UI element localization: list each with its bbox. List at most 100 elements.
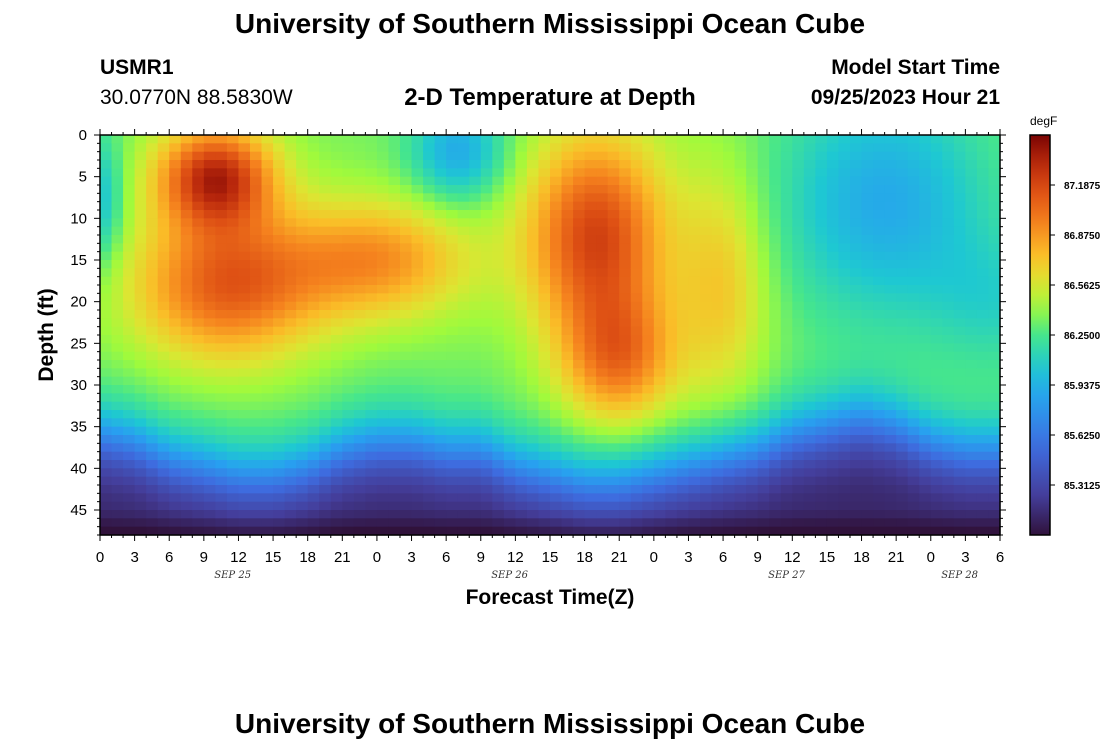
heatmap-cell (838, 176, 851, 186)
heatmap-cell (215, 335, 228, 344)
heatmap-cell (792, 226, 805, 236)
heatmap-cell (769, 426, 782, 436)
heatmap-cell (942, 293, 955, 303)
heatmap-cell (826, 435, 840, 444)
heatmap-cell (803, 285, 816, 294)
heatmap-cell (665, 460, 678, 469)
heatmap-cell (100, 210, 113, 219)
heatmap-cell (930, 335, 943, 344)
heatmap-cell (457, 476, 470, 486)
heatmap-cell (480, 518, 493, 528)
heatmap-cell (457, 193, 470, 203)
heatmap-cell (642, 210, 655, 219)
heatmap-cell (307, 251, 320, 261)
heatmap-cell (896, 226, 909, 236)
heatmap-cell (792, 435, 805, 444)
heatmap-cell (965, 510, 978, 519)
heatmap-cell (192, 518, 205, 528)
heatmap-cell (203, 401, 216, 411)
heatmap-cell (376, 351, 390, 361)
heatmap-cell (319, 193, 332, 203)
heatmap-cell (284, 476, 297, 486)
heatmap-cell (746, 185, 759, 194)
heatmap-cell (953, 410, 966, 419)
heatmap-cell (907, 243, 920, 253)
heatmap-cell (619, 360, 632, 369)
heatmap-cell (469, 251, 482, 261)
colorbar-tick-label: 87.18750 (1064, 181, 1100, 192)
heatmap-cell (803, 226, 816, 236)
heatmap-cell (642, 310, 655, 319)
heatmap-cell (919, 393, 932, 403)
heatmap-cell (953, 160, 966, 169)
heatmap-cell (596, 151, 609, 161)
heatmap-cell (573, 285, 586, 294)
heatmap-cell (550, 518, 563, 528)
heatmap-cell (757, 518, 770, 528)
heatmap-cell (411, 243, 424, 253)
heatmap-cell (780, 376, 793, 386)
heatmap-cell (884, 343, 897, 353)
heatmap-cell (123, 318, 136, 328)
heatmap-cell (342, 301, 355, 311)
heatmap-cell (111, 226, 124, 236)
heatmap-cell (492, 293, 505, 303)
heatmap-cell (100, 460, 113, 469)
heatmap-cell (134, 301, 147, 311)
heatmap-cell (515, 460, 528, 469)
heatmap-cell (850, 218, 863, 228)
heatmap-cell (942, 135, 955, 144)
heatmap-cell (919, 285, 932, 294)
heatmap-cell (330, 135, 343, 144)
x-tick-label: 9 (477, 549, 485, 566)
heatmap-cell (584, 293, 597, 303)
heatmap-cell (284, 276, 297, 286)
heatmap-cell (700, 485, 713, 494)
heatmap-cell (630, 276, 643, 286)
heatmap-cell (965, 176, 978, 186)
heatmap-cell (388, 135, 401, 144)
heatmap-cell (434, 418, 447, 428)
heatmap-cell (203, 285, 216, 294)
heatmap-cell (400, 476, 413, 486)
heatmap-cell (469, 493, 482, 503)
heatmap-cell (630, 251, 643, 261)
heatmap-cell (169, 143, 182, 153)
heatmap-cell (746, 393, 759, 403)
heatmap-cell (792, 143, 805, 153)
heatmap-cell (123, 376, 136, 386)
heatmap-cell (342, 393, 355, 403)
heatmap-cell (100, 276, 113, 286)
heatmap-cell (284, 193, 297, 203)
heatmap-cell (503, 160, 516, 169)
heatmap-cell (711, 176, 724, 186)
heatmap-cell (342, 218, 355, 228)
heatmap-cell (146, 435, 159, 444)
heatmap-cell (884, 360, 897, 369)
heatmap-cell (123, 151, 136, 161)
heatmap-cell (226, 418, 240, 428)
heatmap-cell (907, 468, 920, 478)
heatmap-cell (792, 385, 805, 394)
heatmap-cell (953, 360, 966, 369)
heatmap-cell (619, 318, 632, 328)
heatmap-cell (584, 218, 597, 228)
heatmap-cell (457, 376, 470, 386)
heatmap-cell (146, 426, 159, 436)
heatmap-cell (342, 360, 355, 369)
heatmap-cell (226, 201, 240, 211)
x-tick-label: 15 (819, 549, 836, 566)
heatmap-cell (515, 343, 528, 353)
heatmap-cell (676, 260, 690, 269)
heatmap-cell (319, 201, 332, 211)
heatmap-cell (226, 193, 240, 203)
heatmap-cell (192, 510, 205, 519)
heatmap-cell (896, 526, 909, 536)
heatmap-cell (953, 243, 966, 253)
heatmap-cell (353, 518, 366, 528)
heatmap-cell (123, 185, 136, 194)
x-tick-label: 6 (165, 549, 173, 566)
heatmap-cell (642, 526, 655, 536)
heatmap-cell (146, 510, 159, 519)
heatmap-cell (965, 185, 978, 194)
